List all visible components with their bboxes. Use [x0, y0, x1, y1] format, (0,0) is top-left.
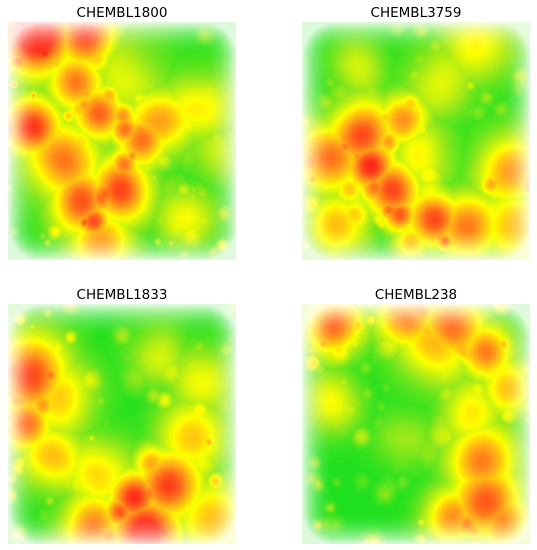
heatmap-canvas	[302, 304, 530, 544]
panel-title: CHEMBL238	[374, 287, 458, 303]
panel-title: CHEMBL1800	[76, 5, 168, 21]
heatmap-canvas	[8, 304, 236, 544]
heatmap-canvas	[302, 22, 530, 260]
panel-title: CHEMBL3759	[370, 5, 462, 21]
panel-title: CHEMBL1833	[76, 287, 168, 303]
heatmap-canvas	[8, 22, 236, 260]
